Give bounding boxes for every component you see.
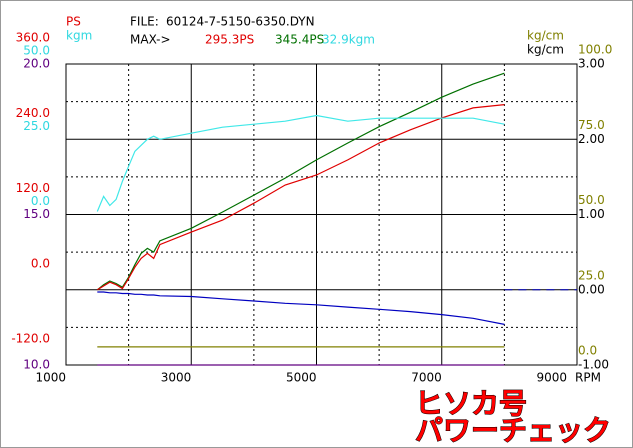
max-value: 32.9kgm xyxy=(322,33,375,47)
y-tick-label: 240.0 xyxy=(16,106,50,120)
file-label: FILE: xyxy=(130,15,159,29)
axis-title: kg/cm xyxy=(527,43,564,57)
x-tick-label: 3000 xyxy=(161,371,192,385)
stamp-line: パワーチェック xyxy=(415,414,611,447)
max-label: MAX-> xyxy=(130,33,171,47)
x-tick-label: 5000 xyxy=(286,371,317,385)
y-tick-label: 25.0 xyxy=(23,119,50,133)
y-tick-label: -1.00 xyxy=(578,358,609,372)
stamp-line: ヒソカ号 xyxy=(415,387,527,420)
series-line xyxy=(96,72,505,291)
y-tick-label: 2.00 xyxy=(578,132,605,146)
y-tick-label: 25.0 xyxy=(578,268,605,282)
y-tick-label: 50.0 xyxy=(23,44,50,58)
file-name: 60124-7-5150-6350.DYN xyxy=(166,15,315,29)
axis-title: kgm xyxy=(66,29,92,43)
max-value: 345.4PS xyxy=(275,33,324,47)
y-tick-label: -120.0 xyxy=(11,332,50,346)
y-tick-label: 15.0 xyxy=(23,207,50,221)
x-tick-label: 9000 xyxy=(536,371,567,385)
series-line xyxy=(96,114,505,212)
y-tick-label: 0.00 xyxy=(578,282,605,296)
y-tick-label: 100.0 xyxy=(578,43,612,57)
y-tick-label: 1.00 xyxy=(578,207,605,221)
y-tick-label: 3.00 xyxy=(578,57,605,71)
max-value: 295.3PS xyxy=(205,33,254,47)
y-tick-label: 50.0 xyxy=(578,193,605,207)
y-tick-label: 0.0 xyxy=(31,194,50,208)
y-tick-label: 360.0 xyxy=(16,31,50,45)
y-tick-label: 75.0 xyxy=(578,118,605,132)
y-tick-label: 120.0 xyxy=(16,181,50,195)
x-tick-label: 1000 xyxy=(35,371,66,385)
y-tick-label: 10.0 xyxy=(23,358,50,372)
x-tick-label: 7000 xyxy=(411,371,442,385)
y-tick-label: 20.0 xyxy=(23,57,50,71)
series-line xyxy=(96,104,505,291)
y-tick-label: 0.0 xyxy=(31,256,50,270)
axis-title: PS xyxy=(66,15,81,29)
y-tick-label: 0.0 xyxy=(578,344,597,358)
x-axis-label: RPM xyxy=(575,371,601,385)
axis-title: kg/cm xyxy=(527,29,564,43)
series-line xyxy=(97,291,505,325)
